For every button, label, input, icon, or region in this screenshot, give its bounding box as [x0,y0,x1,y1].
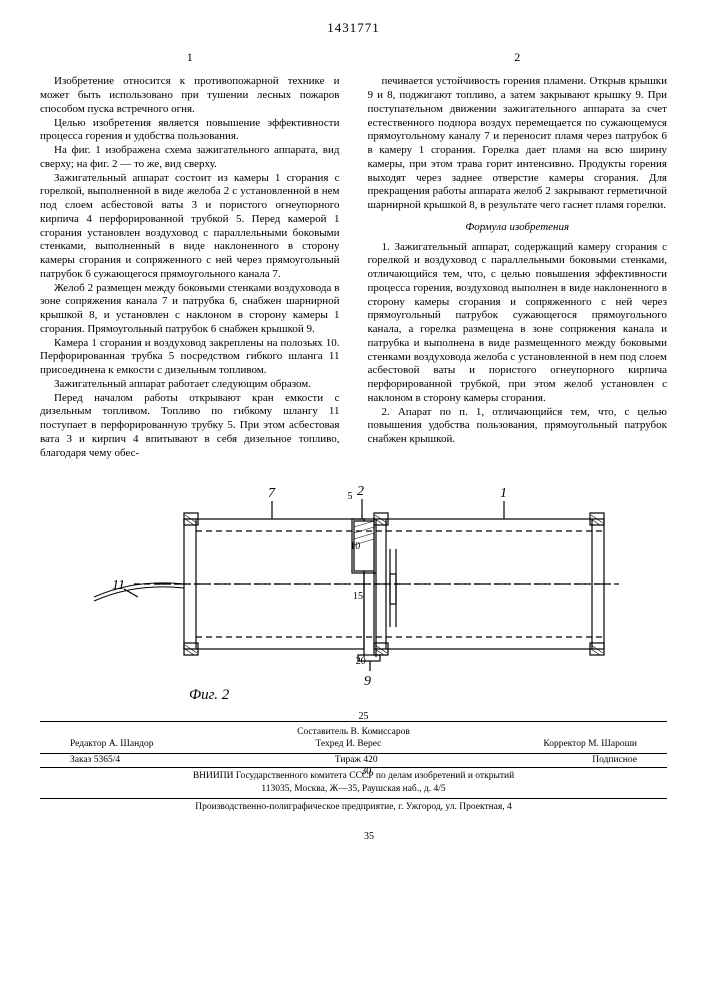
footer-editor: Редактор А. Шандор [70,738,154,751]
footer-order: Заказ 5365/4 [70,754,120,767]
footer-committee: ВНИИПИ Государственного комитета СССР по… [40,770,667,783]
callout-7: 7 [268,486,276,501]
callout-2: 2 [357,484,364,499]
footer-techred: Техред И. Верес [315,738,381,751]
line-number: 20 [356,656,366,669]
line-number: 10 [350,541,360,554]
formula-title: Формула изобретения [368,221,668,235]
col-header-right: 2 [368,50,668,65]
footer-address: 113035, Москва, Ж—35, Раушская наб., д. … [40,783,667,796]
footer: Составитель В. Комиссаров Редактор А. Ша… [40,721,667,814]
two-column-text: 1 Изобретение относится к противопожарно… [40,50,667,460]
footer-subscription: Подписное [592,754,637,767]
right-column: 2 печивается устойчивость горения пламен… [368,50,668,460]
claim: 1. Зажигательный аппарат, содержащий кам… [368,241,668,406]
para: Желоб 2 размещен между боковыми стенками… [40,282,340,337]
callout-1: 1 [500,486,507,501]
figure-label: Фиг. 2 [189,687,230,703]
footer-corrector: Корректор М. Шароши [543,738,637,751]
para: печивается устойчивость горения пламени.… [368,75,668,213]
footer-compiler: Составитель В. Комиссаров [40,726,667,739]
callout-11: 11 [112,578,125,593]
callout-9: 9 [364,674,371,689]
line-number: 25 [359,711,369,724]
left-column: 1 Изобретение относится к противопожарно… [40,50,340,460]
line-number: 5 [348,491,353,504]
patent-number: 1431771 [40,20,667,36]
para: На фиг. 1 изображена схема зажигательног… [40,144,340,172]
line-number: 30 [361,766,371,779]
para: Целью изобретения является повышение эфф… [40,117,340,145]
para: Зажигательный аппарат состоит из камеры … [40,172,340,282]
para: Зажигательный аппарат работает следующим… [40,378,340,392]
patent-page: 1431771 1 Изобретение относится к против… [0,0,707,1000]
footer-printing: Производственно-полиграфическое предприя… [40,798,667,814]
para: Изобретение относится к противопожарной … [40,75,340,116]
claim: 2. Апарат по п. 1, отличающийся тем, что… [368,406,668,447]
para: Перед началом работы открывают кран емко… [40,392,340,461]
line-number: 15 [353,591,363,604]
line-number: 35 [364,831,374,844]
col-header-left: 1 [40,50,340,65]
para: Камера 1 сгорания и воздуховод закреплен… [40,337,340,378]
